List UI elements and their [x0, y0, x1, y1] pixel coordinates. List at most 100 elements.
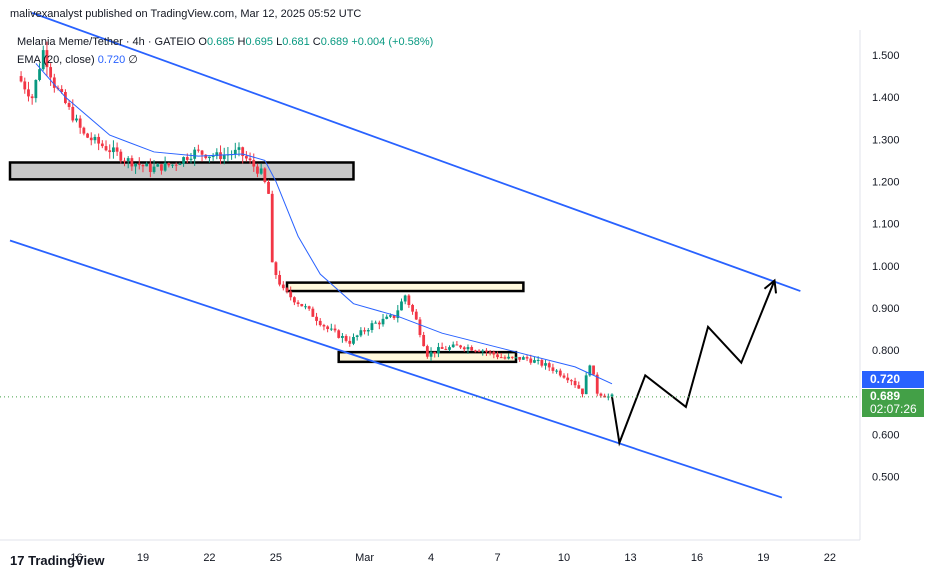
candle-body	[392, 315, 396, 319]
candle-body	[174, 164, 178, 166]
candle-body	[86, 133, 89, 138]
candle-body	[23, 81, 27, 90]
candle-body	[244, 156, 248, 159]
candle-body	[112, 147, 115, 153]
candle-body	[300, 304, 304, 307]
candle-body	[385, 316, 389, 319]
candle-body	[566, 377, 570, 381]
candle-body	[326, 326, 330, 330]
candle-body	[104, 146, 108, 151]
candle-body	[400, 301, 403, 311]
candle-body	[503, 357, 507, 359]
candle-body	[178, 163, 182, 166]
candle-body	[595, 374, 599, 394]
candle-body	[459, 345, 462, 348]
y-tick-label: 1.400	[872, 92, 900, 104]
candle-body	[193, 149, 197, 159]
candle-body	[348, 340, 352, 344]
candle-body	[592, 365, 595, 375]
ema-legend[interactable]: EMA (20, close) 0.720 ∅	[17, 53, 138, 66]
candle-body	[27, 89, 30, 97]
candle-body	[93, 136, 97, 141]
candle-body	[488, 351, 492, 353]
candle-body	[381, 318, 385, 325]
candle-body	[610, 394, 614, 397]
candle-body	[473, 350, 477, 352]
close-label: C	[312, 36, 321, 48]
candle-body	[573, 380, 577, 386]
candle-body	[418, 319, 422, 335]
candle-body	[60, 88, 64, 92]
x-tick-label: 19	[137, 552, 149, 564]
candle-body	[307, 306, 311, 309]
candle-body	[152, 166, 156, 173]
candle-body	[97, 136, 101, 144]
y-tick-label: 1.300	[872, 134, 900, 146]
candle-body	[558, 370, 562, 376]
candle-body	[510, 356, 514, 358]
candle-body	[318, 320, 322, 326]
x-tick-label: 13	[624, 552, 636, 564]
candle-body	[200, 150, 204, 155]
candle-body	[555, 370, 559, 372]
candle-body	[145, 163, 149, 167]
candle-body	[185, 157, 189, 160]
candle-body	[211, 156, 215, 158]
candle-body	[337, 330, 341, 338]
candle-body	[536, 359, 540, 361]
candle-body	[577, 385, 581, 389]
candle-body	[148, 163, 152, 173]
symbol-name: Melania Meme/Tether · 4h · GATEIO	[17, 36, 196, 48]
candle-body	[492, 351, 496, 355]
y-tick-label: 1.000	[872, 261, 900, 273]
candle-body	[204, 154, 208, 159]
x-tick-label: 7	[494, 552, 500, 564]
candle-body	[581, 388, 584, 395]
candle-body	[215, 152, 219, 157]
low-value: 0.681	[282, 36, 310, 48]
candle-body	[437, 347, 440, 354]
candle-body	[78, 118, 82, 128]
candle-body	[259, 168, 263, 174]
candle-body	[241, 147, 245, 157]
candle-body	[292, 297, 296, 303]
candle-body	[89, 137, 93, 141]
x-tick-label: 16	[691, 552, 703, 564]
high-label: H	[237, 36, 246, 48]
candle-body	[208, 156, 211, 159]
x-tick-label: 10	[558, 552, 570, 564]
candle-body	[171, 164, 174, 166]
y-tick-label: 0.600	[872, 429, 900, 441]
x-tick-label: 19	[757, 552, 769, 564]
candle-body	[248, 158, 252, 161]
y-tick-label: 1.100	[872, 219, 900, 231]
candle-body	[123, 160, 126, 162]
candle-body	[588, 365, 592, 376]
candle-body	[551, 367, 555, 371]
x-tick-label: Mar	[355, 552, 374, 564]
channel-upper-line	[31, 12, 801, 292]
candle-body	[100, 143, 104, 147]
candle-body	[163, 162, 167, 171]
candle-body	[311, 308, 315, 317]
candle-body	[366, 330, 370, 332]
candle-body	[38, 69, 41, 80]
symbol-legend[interactable]: Melania Meme/Tether · 4h · GATEIO O0.685…	[17, 36, 433, 48]
candle-body	[156, 164, 160, 167]
change-value: +0.004 (+0.58%)	[351, 36, 434, 48]
candle-body	[41, 50, 45, 70]
ema-price-tag: 0.720	[862, 371, 924, 388]
low-label: L	[276, 36, 283, 48]
candle-body	[167, 162, 171, 166]
candle-body	[71, 106, 75, 121]
candle-body	[141, 165, 145, 167]
candle-body	[521, 357, 525, 360]
candle-body	[289, 291, 293, 298]
y-tick-label: 1.500	[872, 50, 900, 62]
candle-body	[134, 163, 137, 167]
last-price-value: 0.689	[870, 389, 901, 403]
last-price-tag: 0.689 02:07:26	[862, 389, 924, 417]
tradingview-logo[interactable]: 17 TradingView	[10, 553, 104, 568]
candle-body	[584, 375, 588, 395]
